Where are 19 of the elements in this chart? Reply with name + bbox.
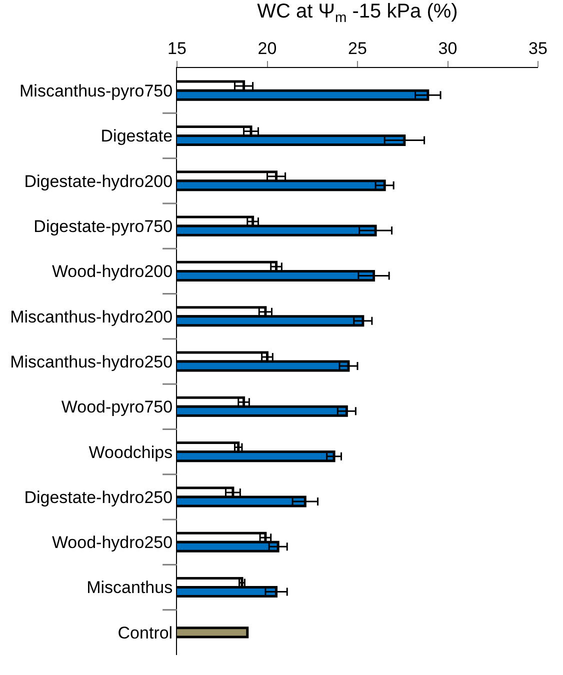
y-tick-label: Digestate-hydro200 — [24, 172, 173, 191]
y-tick-label: Wood-hydro250 — [52, 533, 173, 552]
y-tick-label: Digestate — [100, 126, 173, 146]
x-tick-label: 20 — [258, 39, 277, 58]
x-axis-title: WC at Ψ$_{m}$ -15 kPa (%) — [257, 0, 458, 25]
x-tick-label: 15 — [168, 39, 186, 58]
y-tick-label: Digestate-hydro250 — [24, 488, 173, 507]
y-tick-label: Miscanthus-hydro200 — [10, 307, 173, 326]
x-tick-label: 25 — [348, 39, 367, 58]
y-tick-label: Miscanthus — [86, 578, 173, 598]
y-tick-label: Control — [118, 623, 173, 642]
y-tick-label: Wood-pyro750 — [61, 398, 173, 417]
y-tick-label: Miscanthus-pyro750 — [20, 82, 173, 101]
x-tick-label: 30 — [438, 39, 458, 58]
x-tick-label: 35 — [528, 39, 548, 58]
y-tick-label: Wood-hydro200 — [52, 262, 173, 282]
y-tick-label: Miscanthus-hydro250 — [10, 352, 173, 372]
y-tick-label: Woodchips — [88, 442, 173, 462]
y-tick-label: Digestate-pyro750 — [34, 216, 173, 236]
